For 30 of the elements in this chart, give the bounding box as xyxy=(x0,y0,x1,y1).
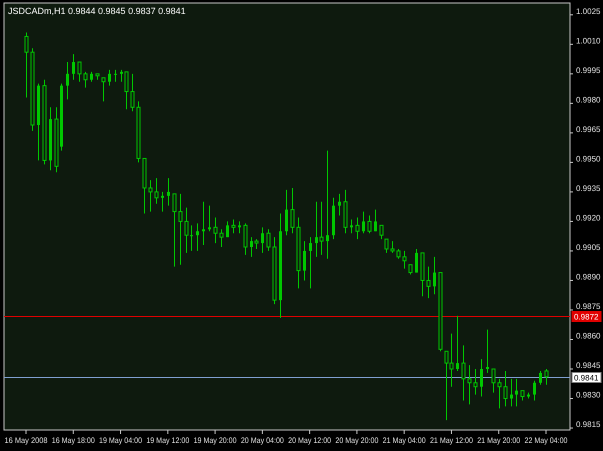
y-tick-label: 0.9965 xyxy=(576,124,602,134)
x-tick-label: 22 May 04:00 xyxy=(524,436,573,445)
x-tick-label: 20 May 04:00 xyxy=(240,436,290,445)
y-tick-label: 0.9980 xyxy=(576,95,602,104)
y-tick-label: 0.9905 xyxy=(576,242,602,252)
y-tick-label: 0.9845 xyxy=(576,361,602,370)
ref-line-label: 0.9872 xyxy=(574,312,600,322)
y-tick-label: 0.9875 xyxy=(576,302,602,311)
x-tick-label: 19 May 20:00 xyxy=(194,436,242,445)
x-tick-label: 21 May 04:00 xyxy=(382,436,432,445)
x-tick-label: 19 May 04:00 xyxy=(99,436,148,445)
y-tick-label: 0.9920 xyxy=(576,213,602,222)
x-tick-label: 20 May 20:00 xyxy=(335,436,384,445)
y-tick-label: 1.0025 xyxy=(576,6,602,16)
x-tick-label: 20 May 12:00 xyxy=(288,436,337,445)
x-tick-label: 19 May 12:00 xyxy=(146,436,195,445)
y-tick-label: 0.9815 xyxy=(576,420,602,430)
y-tick-label: 0.9935 xyxy=(576,184,602,193)
x-tick-label: 16 May 18:00 xyxy=(52,436,100,445)
chart-title: JSDCADm,H1 0.9844 0.9845 0.9837 0.9841 xyxy=(8,6,186,16)
y-tick-label: 0.9890 xyxy=(576,272,602,282)
ref-line-label: 0.9841 xyxy=(574,373,600,382)
x-tick-label: 21 May 20:00 xyxy=(477,436,526,445)
y-tick-label: 0.9830 xyxy=(576,390,602,400)
y-tick-label: 0.9860 xyxy=(576,331,602,340)
x-tick-label: 21 May 12:00 xyxy=(430,436,478,445)
y-tick-label: 0.9950 xyxy=(576,154,602,164)
y-tick-label: 0.9995 xyxy=(576,66,602,75)
y-tick-label: 1.0010 xyxy=(576,36,602,46)
x-tick-label: 16 May 2008 xyxy=(4,436,51,445)
